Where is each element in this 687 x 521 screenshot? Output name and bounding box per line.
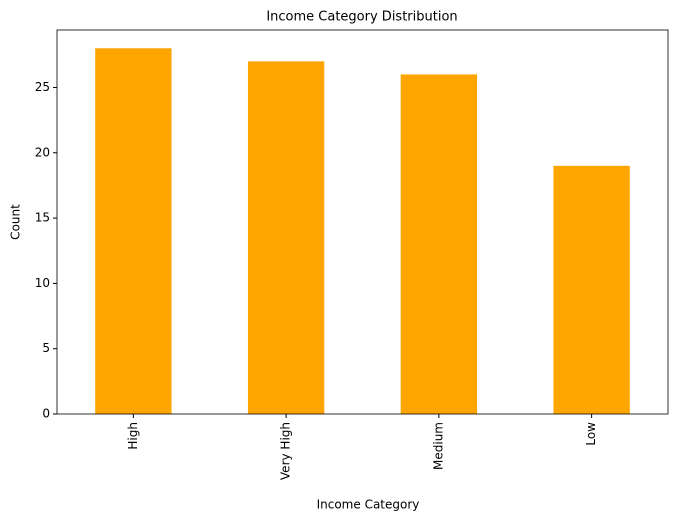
y-tick-label: 20 [35,145,50,159]
bar [95,48,172,415]
y-tick-label: 0 [42,407,50,421]
x-tick-label: Medium [431,422,445,470]
bar [553,165,630,414]
y-tick-label: 25 [35,80,50,94]
bar [247,61,325,415]
y-tick-label: 15 [35,211,50,225]
x-tick-label: High [126,422,140,450]
y-tick-label: 5 [42,341,50,355]
x-tick-label: Very High [279,422,293,480]
x-tick-label: Low [584,422,598,446]
x-axis-label: Income Category [317,498,420,512]
y-tick-label: 10 [35,276,50,290]
chart-title: Income Category Distribution [266,10,457,25]
bar [400,74,478,414]
y-axis-label: Count [9,204,23,240]
plot-frame [56,29,669,415]
